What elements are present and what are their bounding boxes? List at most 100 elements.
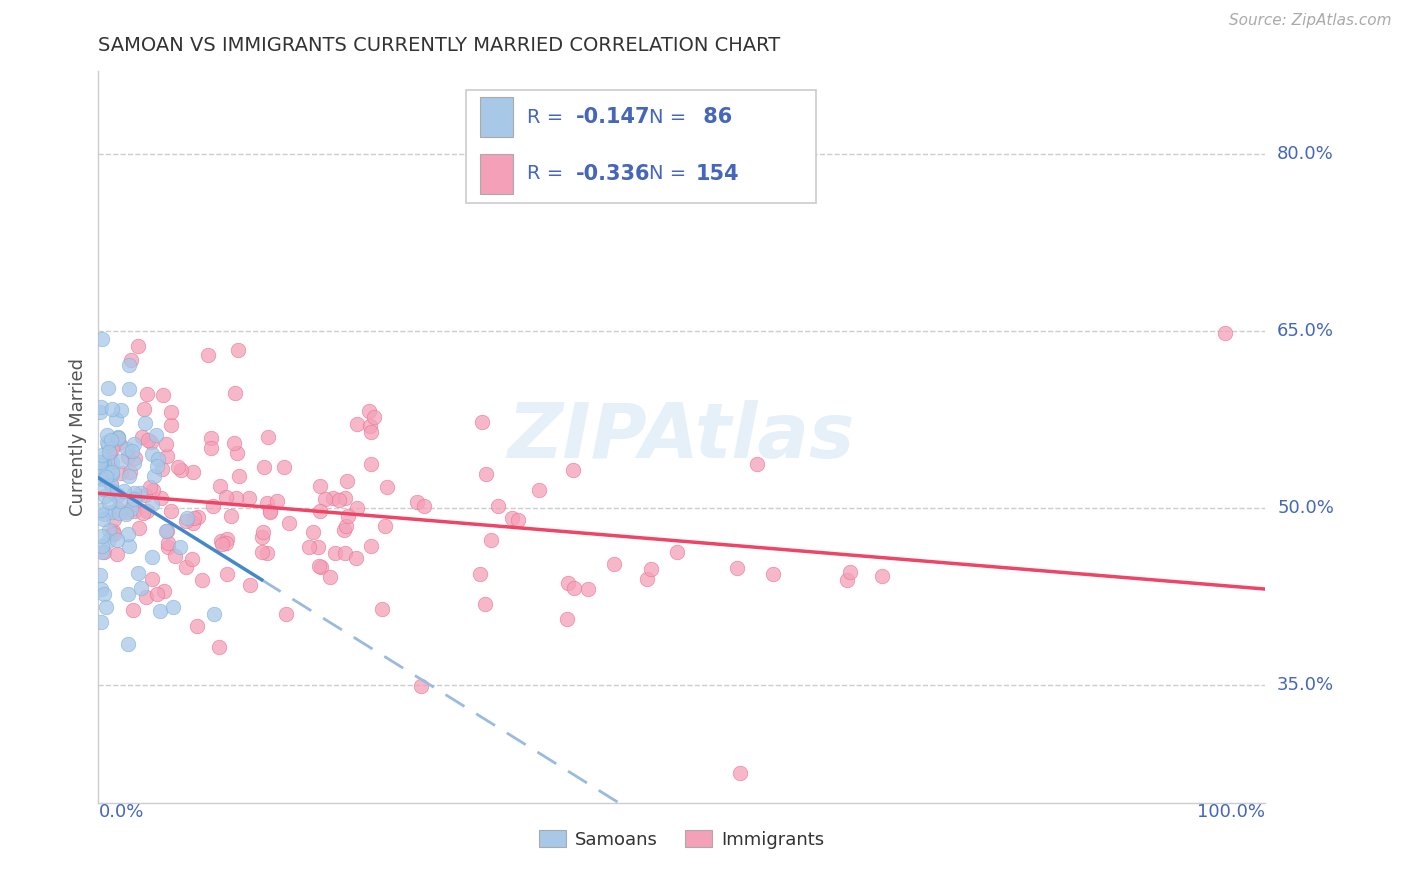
Point <box>107 436 129 450</box>
Point <box>107 430 129 444</box>
Point <box>134 402 156 417</box>
Point <box>346 417 368 432</box>
Point <box>110 467 132 481</box>
Point <box>122 496 145 510</box>
Point <box>91 511 114 525</box>
Point <box>162 599 184 614</box>
Point <box>602 557 624 571</box>
Point <box>100 477 122 491</box>
Point <box>122 437 145 451</box>
Text: SAMOAN VS IMMIGRANTS CURRENTLY MARRIED CORRELATION CHART: SAMOAN VS IMMIGRANTS CURRENTLY MARRIED C… <box>98 36 780 54</box>
Point <box>91 528 114 542</box>
Point <box>101 455 124 469</box>
Point <box>96 599 118 614</box>
Point <box>103 526 125 541</box>
Point <box>200 442 222 456</box>
Point <box>239 578 262 592</box>
Point <box>107 502 129 516</box>
Point <box>225 491 247 505</box>
Text: 154: 154 <box>696 164 740 184</box>
Point <box>183 511 205 525</box>
Point <box>475 467 498 482</box>
Point <box>117 587 139 601</box>
Point <box>152 388 174 402</box>
Point <box>118 382 141 396</box>
Point <box>322 491 344 505</box>
Point <box>207 640 229 655</box>
Point <box>91 332 114 346</box>
Point <box>360 539 382 553</box>
Point <box>215 533 238 547</box>
Point <box>259 504 281 518</box>
Point <box>215 535 238 549</box>
Point <box>91 449 114 463</box>
Point <box>211 536 233 550</box>
Point <box>134 417 156 431</box>
Point <box>98 444 121 458</box>
Point <box>89 456 111 470</box>
Point <box>103 486 125 500</box>
Point <box>97 438 120 452</box>
Point <box>336 509 359 524</box>
Point <box>253 460 276 475</box>
Point <box>135 591 157 605</box>
Point <box>117 450 139 465</box>
Point <box>333 523 356 537</box>
Point <box>323 546 346 560</box>
Point <box>96 465 118 479</box>
Point <box>221 509 243 524</box>
Text: R =: R = <box>527 164 569 184</box>
Text: N =: N = <box>650 164 693 184</box>
Point <box>468 567 491 582</box>
Point <box>101 467 124 481</box>
Point <box>141 497 163 511</box>
Point <box>101 524 124 538</box>
Point <box>266 494 288 508</box>
Point <box>105 547 128 561</box>
Point <box>120 353 142 368</box>
Point <box>148 452 170 467</box>
Point <box>160 417 183 432</box>
Point <box>93 587 115 601</box>
Point <box>110 494 132 508</box>
Point <box>344 551 367 566</box>
Point <box>97 534 120 549</box>
Point <box>308 558 330 573</box>
Point <box>139 435 162 450</box>
Point <box>94 460 117 475</box>
Point <box>309 504 332 518</box>
Point <box>101 483 124 498</box>
Point <box>118 358 141 372</box>
Point <box>506 513 529 527</box>
Point <box>89 467 111 482</box>
Text: -0.147: -0.147 <box>575 107 650 128</box>
Point <box>153 584 176 599</box>
Point <box>93 507 115 521</box>
Point <box>371 602 394 616</box>
Point <box>149 604 172 618</box>
Point <box>156 449 179 463</box>
Point <box>215 566 238 581</box>
Point <box>93 489 115 503</box>
Point <box>132 506 155 520</box>
Point <box>100 433 122 447</box>
Point <box>197 348 219 362</box>
Point <box>209 534 232 549</box>
Point <box>128 521 150 535</box>
Point <box>124 451 146 466</box>
Point <box>107 431 129 445</box>
Point <box>640 562 662 576</box>
Point <box>374 518 396 533</box>
Point <box>98 446 121 460</box>
Point <box>562 462 585 476</box>
Point <box>142 483 165 497</box>
Point <box>155 437 177 451</box>
Point <box>636 573 658 587</box>
Point <box>122 603 145 617</box>
Point <box>730 766 752 780</box>
Point <box>180 551 202 566</box>
Point <box>200 431 222 445</box>
Point <box>150 491 173 505</box>
Point <box>335 491 357 505</box>
Point <box>90 615 112 629</box>
